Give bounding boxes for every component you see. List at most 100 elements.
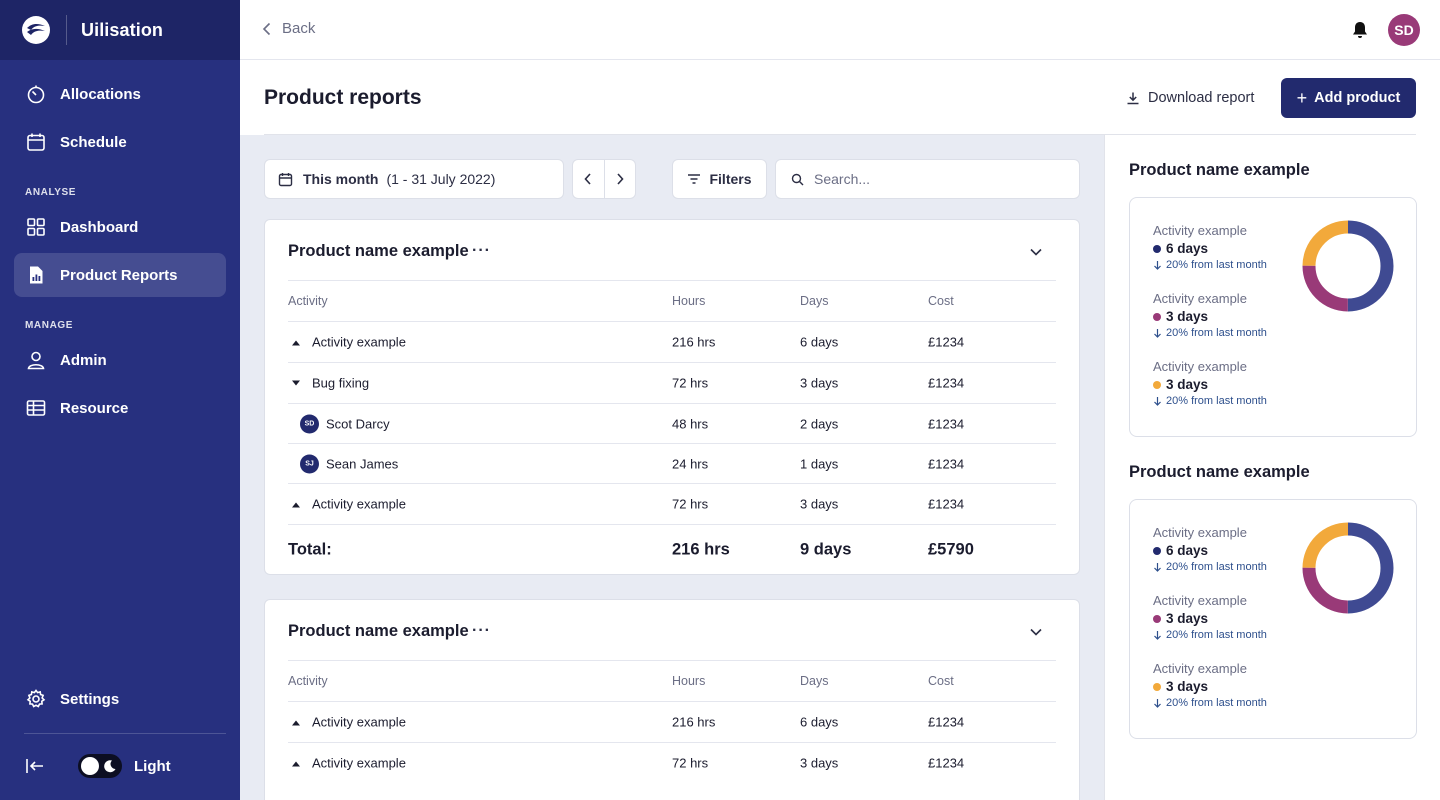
date-range-picker[interactable]: This month (1 - 31 July 2022) — [264, 159, 564, 199]
previous-period-button[interactable] — [573, 160, 604, 198]
product-report-card: Product name example ··· Activity Hours … — [264, 219, 1080, 575]
sidebar-item-resource[interactable]: Resource — [14, 386, 226, 430]
sidebar-item-admin[interactable]: Admin — [14, 338, 226, 382]
summary-item-value: 3 days — [1153, 377, 1267, 392]
activity-cell: Activity example — [288, 756, 406, 771]
summary-item-days: 3 days — [1166, 679, 1209, 694]
donut-chart — [1302, 220, 1394, 312]
table-row[interactable]: Activity example 72 hrs 3 days £1234 — [288, 483, 1056, 524]
sidebar-item-dashboard[interactable]: Dashboard — [14, 205, 226, 249]
back-link[interactable]: Back — [262, 20, 315, 37]
summary-item-value: 3 days — [1153, 309, 1267, 324]
report-table: Activity Hours Days Cost Activity exampl… — [288, 280, 1056, 574]
summary-item: Activity example 6 days 20% from last mo… — [1153, 223, 1267, 271]
cost-cell: £1234 — [928, 755, 965, 771]
cost-cell: £1234 — [928, 496, 965, 512]
column-header-activity: Activity — [288, 294, 328, 308]
summary-item-label: Activity example — [1153, 359, 1247, 374]
trend-text: 20% from last month — [1166, 561, 1267, 573]
product-title: Product name example — [288, 622, 469, 640]
theme-label: Light — [134, 758, 171, 775]
summary-trend: 20% from last month — [1153, 259, 1267, 271]
bell-icon[interactable] — [1350, 20, 1370, 40]
column-header-cost: Cost — [928, 674, 954, 688]
nav-section-analyse: ANALYSE — [25, 187, 77, 198]
filters-label: Filters — [709, 171, 752, 187]
activity-name: Activity example — [312, 714, 406, 730]
next-period-button[interactable] — [603, 160, 635, 198]
days-cell: 2 days — [800, 416, 839, 431]
report-table: Activity Hours Days Cost Activity exampl… — [288, 660, 1056, 783]
column-header-hours: Hours — [672, 294, 706, 308]
download-report-button[interactable]: Download report — [1126, 90, 1254, 106]
sidebar-item-label: Settings — [60, 690, 120, 708]
total-label: Total: — [288, 540, 332, 558]
table-row[interactable]: SJ Sean James 24 hrs 1 days £1234 — [288, 443, 1056, 483]
search-input[interactable]: Search... — [775, 159, 1080, 199]
table-row[interactable]: Activity example 72 hrs 3 days £1234 — [288, 742, 1056, 783]
caret-up-icon[interactable] — [288, 760, 304, 766]
caret-up-icon[interactable] — [288, 719, 304, 725]
sidebar-item-settings[interactable]: Settings — [14, 677, 226, 721]
collapse-sidebar-icon[interactable] — [24, 756, 46, 776]
donut-segment-2 — [1302, 522, 1394, 614]
chevron-down-icon[interactable] — [1028, 624, 1044, 640]
table-row[interactable]: Activity example 216 hrs 6 days £1234 — [288, 701, 1056, 742]
add-product-button[interactable]: + Add product — [1281, 78, 1416, 118]
more-options-button[interactable]: ··· — [472, 242, 491, 259]
arrow-down-icon — [1154, 631, 1161, 640]
activity-name: Activity example — [312, 334, 406, 350]
gear-icon — [26, 689, 46, 709]
column-header-days: Days — [800, 674, 829, 688]
caret-up-icon[interactable] — [288, 501, 304, 507]
trend-text: 20% from last month — [1166, 327, 1267, 339]
product-title: Product name example — [288, 242, 469, 260]
summary-item-label: Activity example — [1153, 291, 1247, 306]
table-row[interactable]: SD Scot Darcy 48 hrs 2 days £1234 — [288, 403, 1056, 443]
user-avatar[interactable]: SD — [1388, 14, 1420, 46]
arrow-down-icon — [1154, 261, 1161, 270]
sidebar-item-schedule[interactable]: Schedule — [14, 120, 226, 164]
moon-icon — [104, 760, 116, 773]
brand: Uilisation — [0, 0, 240, 60]
chevron-down-icon[interactable] — [1028, 244, 1044, 260]
app-logo-icon[interactable] — [22, 16, 50, 44]
legend-dot — [1153, 614, 1161, 623]
activity-cell: Activity example — [288, 715, 406, 730]
filter-icon — [688, 174, 701, 184]
back-label: Back — [282, 20, 316, 37]
caret-down-icon[interactable] — [288, 380, 304, 386]
total-hours: 216 hrs — [672, 540, 730, 558]
theme-toggle[interactable] — [78, 754, 122, 778]
column-header-days: Days — [800, 294, 829, 308]
toggle-knob — [81, 757, 99, 775]
caret-up-icon[interactable] — [288, 339, 304, 345]
donut-segment-3 — [1302, 220, 1394, 312]
sidebar-item-allocations[interactable]: Allocations — [14, 72, 226, 116]
sidebar-item-label: Schedule — [60, 133, 127, 151]
hours-cell: 72 hrs — [672, 755, 709, 771]
main-content: This month (1 - 31 July 2022) Filters Se… — [240, 135, 1104, 800]
summary-item-value: 6 days — [1153, 543, 1267, 558]
hours-cell: 216 hrs — [672, 334, 716, 350]
summary-item-label: Activity example — [1153, 593, 1247, 608]
download-icon — [1127, 92, 1139, 105]
more-options-button[interactable]: ··· — [472, 622, 491, 639]
activity-name: Activity example — [312, 755, 406, 771]
trend-text: 20% from last month — [1166, 697, 1267, 709]
summary-card: Activity example 6 days 20% from last mo… — [1129, 197, 1417, 437]
summary-item: Activity example 3 days 20% from last mo… — [1153, 359, 1267, 407]
summary-item-label: Activity example — [1153, 525, 1247, 540]
donut-segment-3 — [1302, 522, 1394, 614]
top-bar: Back SD — [240, 0, 1440, 60]
sidebar-item-product-reports[interactable]: Product Reports — [14, 253, 226, 297]
product-report-card: Product name example ··· Activity Hours … — [264, 599, 1080, 800]
table-row[interactable]: Activity example 216 hrs 6 days £1234 — [288, 321, 1056, 362]
avatar: SD — [300, 414, 319, 433]
filters-button[interactable]: Filters — [672, 159, 767, 199]
table-row[interactable]: Bug fixing 72 hrs 3 days £1234 — [288, 362, 1056, 403]
sidebar-item-label: Dashboard — [60, 218, 139, 236]
summary-item-label: Activity example — [1153, 223, 1247, 238]
date-pager — [572, 159, 636, 199]
summary-item: Activity example 6 days 20% from last mo… — [1153, 525, 1267, 573]
